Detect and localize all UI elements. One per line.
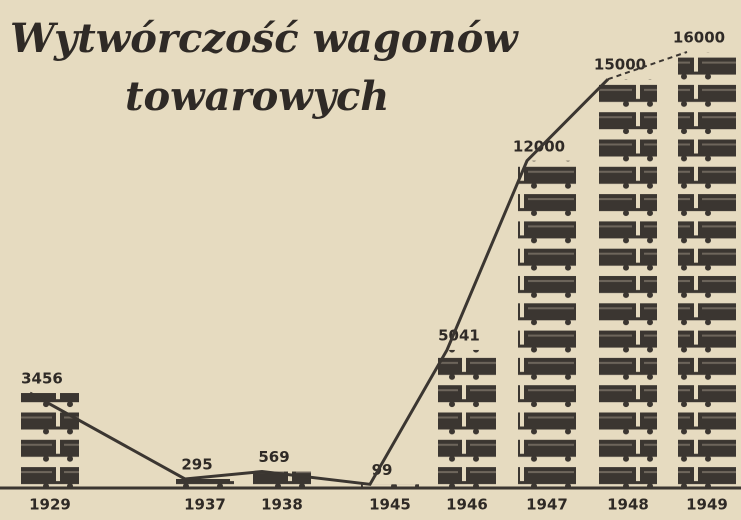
- x-tick-label: 1946: [446, 496, 488, 514]
- value-label: 5041: [438, 326, 480, 344]
- x-tick-label: 1937: [184, 496, 226, 514]
- wagon-stack: [21, 393, 79, 487]
- wagon-stack: [438, 350, 496, 487]
- wagon-stack: [599, 79, 657, 487]
- x-tick-label: 1938: [261, 496, 303, 514]
- wagon-stack: [518, 161, 576, 487]
- value-label: 569: [258, 448, 289, 466]
- value-label: 12000: [513, 137, 565, 155]
- value-label: 15000: [594, 56, 646, 74]
- x-tick-label: 1949: [686, 496, 728, 514]
- x-tick-label: 1929: [29, 496, 71, 514]
- x-tick-label: 1948: [607, 496, 649, 514]
- value-label: 3456: [21, 370, 63, 388]
- chart-title: towarowych: [125, 73, 389, 120]
- value-label: 16000: [673, 29, 725, 47]
- chart: Wytwórczość wagonów towarowych 1929 3456 1…: [0, 0, 741, 520]
- wagon-stack: [678, 52, 736, 487]
- x-tick-label: 1947: [526, 496, 568, 514]
- value-label: 295: [181, 455, 212, 473]
- chart-title: Wytwórczość wagonów: [10, 15, 519, 62]
- x-tick-label: 1945: [369, 496, 411, 514]
